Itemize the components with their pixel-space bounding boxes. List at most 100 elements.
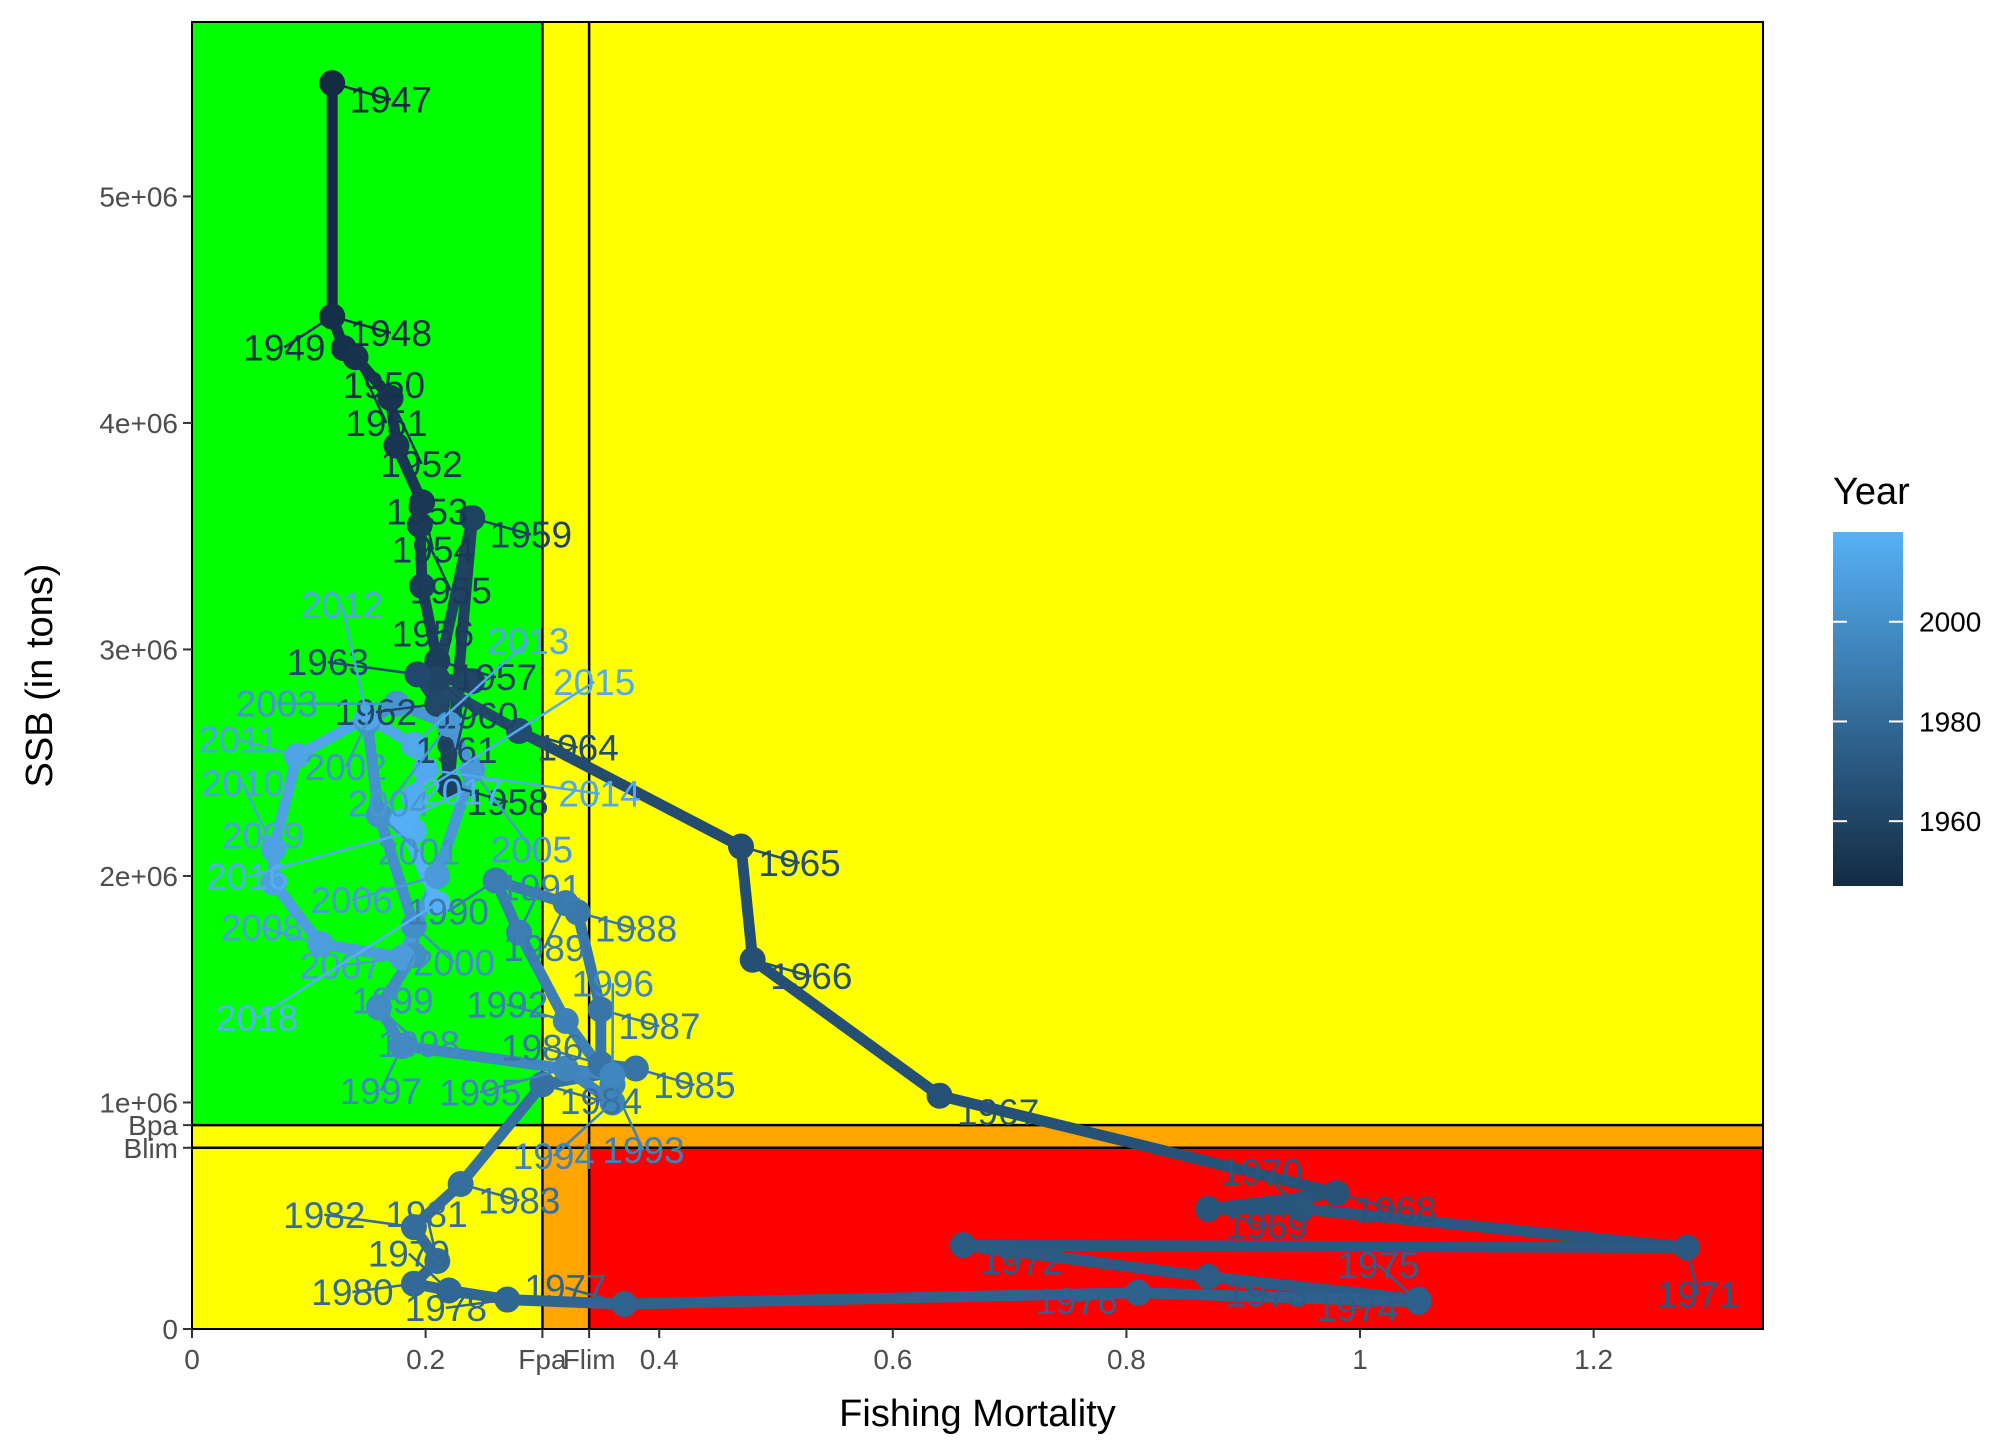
y-tick-label: 4e+06 bbox=[99, 408, 178, 439]
trajectory-segment-1970 bbox=[1296, 1203, 1693, 1253]
y-tick-label: 1e+06 bbox=[99, 1087, 178, 1118]
zone-orange-h bbox=[542, 1125, 1763, 1148]
year-label-2017: 2017 bbox=[421, 772, 503, 813]
year-label-1994: 1994 bbox=[513, 1136, 595, 1177]
year-label-1975: 1975 bbox=[1337, 1245, 1419, 1286]
label-leader-1952 bbox=[389, 397, 423, 465]
year-label-1969: 1969 bbox=[1226, 1205, 1308, 1246]
label-leader-2015 bbox=[413, 680, 595, 798]
legend-ticks: 1960 1980 2000 bbox=[1833, 607, 1981, 837]
reference-lines bbox=[192, 22, 1763, 1329]
year-label-1996: 1996 bbox=[572, 963, 654, 1004]
zone-green bbox=[192, 22, 543, 1126]
legend-title: Year bbox=[1833, 471, 1910, 513]
label-leader-1981 bbox=[425, 1213, 439, 1262]
year-label-1998: 1998 bbox=[378, 1024, 460, 1065]
legend-tick-label: 1960 bbox=[1919, 806, 1981, 837]
y-axis-title: SSB (in tons) bbox=[19, 564, 61, 788]
trajectory-segment-1976 bbox=[618, 1287, 1144, 1310]
label-leader-1948 bbox=[331, 315, 392, 335]
label-leader-1957 bbox=[436, 659, 497, 679]
label-leader-1955 bbox=[418, 524, 452, 592]
label-leader-2010 bbox=[241, 782, 275, 850]
label-leader-1983 bbox=[460, 1182, 520, 1202]
label-leader-1968 bbox=[1336, 1191, 1396, 1211]
year-label-1978: 1978 bbox=[405, 1288, 487, 1329]
year-label-1964: 1964 bbox=[537, 727, 619, 768]
trajectory bbox=[260, 70, 1701, 1318]
year-label-1960: 1960 bbox=[436, 696, 518, 737]
year-label-2010: 2010 bbox=[202, 763, 284, 804]
label-leader-1951 bbox=[354, 356, 388, 424]
year-label-1956: 1956 bbox=[392, 613, 474, 654]
label-leader-1950 bbox=[342, 347, 385, 386]
year-label-2006: 2006 bbox=[311, 880, 393, 921]
year-label-1999: 1999 bbox=[351, 980, 433, 1021]
year-label-1950: 1950 bbox=[343, 365, 425, 406]
label-leader-1973 bbox=[1207, 1275, 1268, 1295]
year-label-2005: 2005 bbox=[491, 829, 573, 870]
year-label-2016: 2016 bbox=[206, 857, 288, 898]
trajectory-segment-1977 bbox=[501, 1294, 630, 1310]
label-leader-1986 bbox=[541, 1046, 602, 1066]
year-label-1970: 1970 bbox=[1220, 1152, 1302, 1193]
label-leader-1953 bbox=[395, 445, 429, 512]
flim-tick-label: Flim bbox=[563, 1344, 616, 1375]
label-leader-1964 bbox=[518, 729, 579, 749]
y-tick-label: 2e+06 bbox=[99, 861, 178, 892]
year-label-1983: 1983 bbox=[478, 1180, 560, 1221]
label-leader-1982 bbox=[324, 1213, 415, 1229]
year-label-2008: 2008 bbox=[221, 907, 303, 948]
x-axis-title: Fishing Mortality bbox=[839, 1393, 1116, 1435]
year-labels: 1947194819491950195119521953195419551956… bbox=[199, 80, 1739, 1329]
year-label-1959: 1959 bbox=[490, 515, 572, 556]
y-tick-label: 0 bbox=[162, 1314, 178, 1345]
label-leader-1969 bbox=[1207, 1207, 1268, 1227]
year-label-1949: 1949 bbox=[243, 327, 325, 368]
year-label-1987: 1987 bbox=[618, 1006, 700, 1047]
year-label-1976: 1976 bbox=[1035, 1281, 1117, 1322]
label-leader-1998 bbox=[378, 1006, 420, 1046]
year-label-1991: 1991 bbox=[499, 868, 581, 909]
x-tick-label: 0.6 bbox=[873, 1344, 912, 1375]
year-label-2001: 2001 bbox=[378, 832, 460, 873]
year-label-1952: 1952 bbox=[380, 444, 462, 485]
x-tick-label: 0.8 bbox=[1107, 1344, 1146, 1375]
label-leader-2017 bbox=[401, 790, 463, 823]
year-label-2012: 2012 bbox=[301, 585, 383, 626]
year-label-2014: 2014 bbox=[558, 774, 640, 815]
x-tick-label: 1.2 bbox=[1574, 1344, 1613, 1375]
label-leader-2002 bbox=[344, 721, 369, 768]
label-leader-2011 bbox=[238, 738, 298, 758]
label-leader-1962 bbox=[375, 702, 438, 714]
axes: 0 0.2 0.4 0.6 0.8 1 1.2 0 1e+06 2e+06 3e+06 4e+06 5e… bbox=[99, 181, 1613, 1375]
legend: Year 1960 1980 2000 bbox=[1833, 471, 1981, 886]
year-label-1977: 1977 bbox=[524, 1268, 606, 1309]
year-label-2011: 2011 bbox=[199, 719, 279, 760]
label-leader-2000 bbox=[413, 924, 455, 964]
x-tick-label: 0.4 bbox=[640, 1344, 679, 1375]
y-tick-label: 3e+06 bbox=[99, 634, 178, 665]
legend-colorbar bbox=[1833, 532, 1903, 886]
year-label-1989: 1989 bbox=[503, 928, 585, 969]
year-label-2002: 2002 bbox=[305, 747, 387, 788]
label-leader-2005 bbox=[471, 768, 533, 851]
year-label-1995: 1995 bbox=[439, 1072, 521, 1113]
year-label-2015: 2015 bbox=[553, 662, 635, 703]
year-label-1968: 1968 bbox=[1354, 1190, 1436, 1231]
trajectory-segment-1971 bbox=[957, 1239, 1693, 1253]
label-leader-1975 bbox=[1377, 1264, 1420, 1303]
bpa-tick-label: Bpa bbox=[128, 1110, 178, 1141]
year-label-1985: 1985 bbox=[653, 1065, 735, 1106]
label-leader-1958 bbox=[448, 784, 508, 804]
year-label-1979: 1979 bbox=[368, 1234, 450, 1275]
label-leader-1994 bbox=[553, 1101, 614, 1157]
year-label-2003: 2003 bbox=[236, 684, 318, 725]
trajectory-segment-1987 bbox=[571, 906, 607, 1016]
panel-border bbox=[191, 21, 1764, 1330]
label-leader-1967 bbox=[939, 1094, 999, 1114]
label-leader-2001 bbox=[378, 813, 420, 853]
label-leader-1976 bbox=[1076, 1291, 1139, 1303]
label-leader-2013 bbox=[413, 639, 530, 746]
label-leader-1970 bbox=[1260, 1171, 1303, 1210]
